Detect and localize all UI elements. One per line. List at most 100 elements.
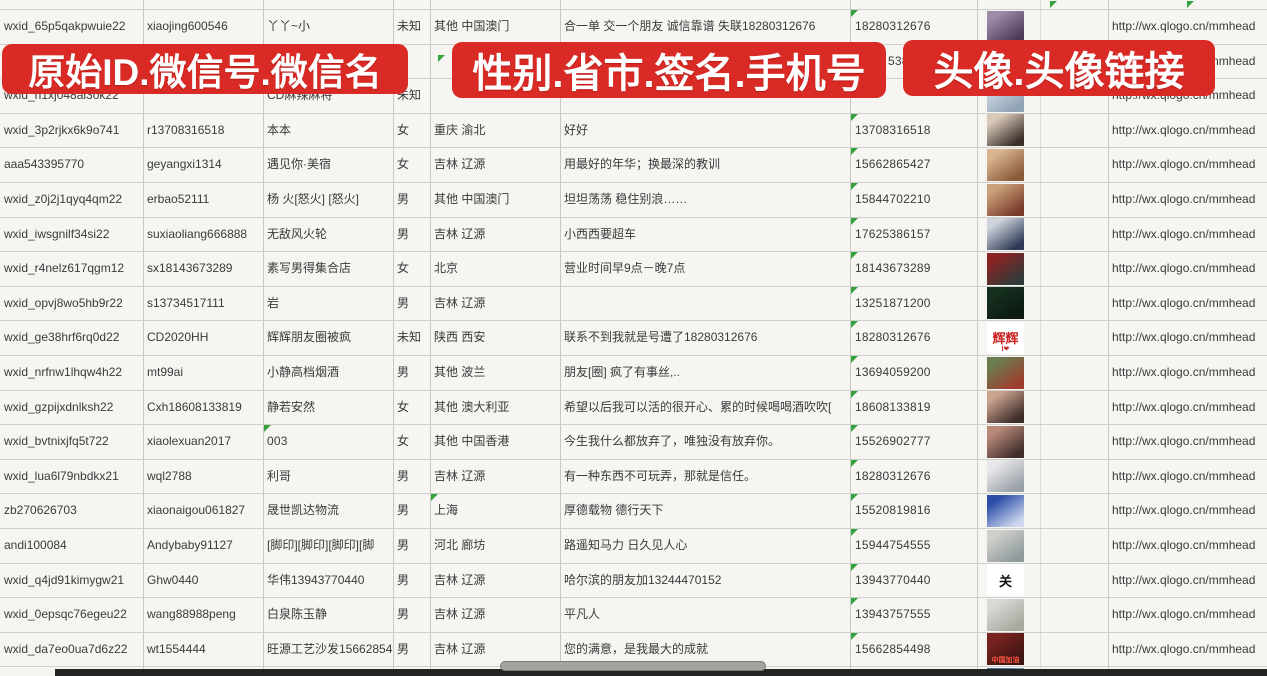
cell-gender[interactable]: 男 xyxy=(397,572,410,587)
cell-gender[interactable]: 男 xyxy=(397,192,410,206)
cell-signature[interactable]: 用最好的年华；换最深的教训 xyxy=(564,157,721,172)
cell-gender[interactable]: 女 xyxy=(397,261,410,276)
avatar-image[interactable] xyxy=(987,529,1024,562)
cell-avatar-link[interactable]: http://wx.qlogo.cn/mmhead xyxy=(1112,122,1256,137)
avatar-image[interactable] xyxy=(987,356,1024,389)
cell-original-id[interactable]: wxid_opvj8wo5hb9r22 xyxy=(4,295,123,310)
cell-gender[interactable]: 女 xyxy=(397,122,410,137)
cell-region[interactable]: 其他 波兰 xyxy=(434,365,486,379)
cell-region[interactable]: 北京 xyxy=(434,261,459,276)
cell-wechat-name[interactable]: 杨 火[怒火] [怒火] xyxy=(267,192,360,206)
cell-signature[interactable]: 朋友[圈] 疯了有事丝,.. xyxy=(564,365,681,379)
cell-avatar-link[interactable]: http://wx.qlogo.cn/mmhead xyxy=(1112,261,1256,276)
cell-avatar-link[interactable]: http://wx.qlogo.cn/mmhead xyxy=(1112,365,1256,379)
cell-region[interactable]: 其他 中国澳门 xyxy=(434,192,510,206)
cell-original-id[interactable]: wxid_ge38hrf6rq0d22 xyxy=(4,330,120,345)
cell-region[interactable]: 吉林 辽源 xyxy=(434,468,486,483)
cell-phone[interactable]: 18280312676 xyxy=(855,468,931,483)
cell-avatar-link[interactable]: http://wx.qlogo.cn/mmhead xyxy=(1112,295,1256,310)
cell-wechat-id[interactable]: erbao52111 xyxy=(147,192,210,206)
cell-original-id[interactable]: wxid_65p5qakpwuie22 xyxy=(4,19,126,33)
cell-wechat-id[interactable]: xiaolexuan2017 xyxy=(147,434,232,449)
cell-region[interactable]: 吉林 辽源 xyxy=(434,641,486,656)
cell-wechat-id[interactable]: wql2788 xyxy=(147,468,192,483)
cell-phone[interactable]: 13708316518 xyxy=(855,122,931,137)
cell-phone[interactable]: 15520819816 xyxy=(855,503,931,518)
cell-original-id[interactable]: wxid_3p2rjkx6k9o741 xyxy=(4,122,120,137)
cell-original-id[interactable]: wxid_gzpijxdnlksh22 xyxy=(4,399,114,414)
cell-signature[interactable]: 营业时间早9点－晚7点 xyxy=(564,261,686,276)
avatar-image[interactable] xyxy=(987,252,1024,285)
avatar-image[interactable]: 关 xyxy=(987,564,1024,597)
cell-gender[interactable]: 男 xyxy=(397,226,410,241)
cell-wechat-id[interactable]: geyangxi1314 xyxy=(147,157,222,172)
cell-avatar-link[interactable]: http://wx.qlogo.cn/mmhead xyxy=(1112,538,1256,552)
cell-phone[interactable]: 15526902777 xyxy=(855,434,931,449)
cell-phone[interactable]: 13694059200 xyxy=(855,365,931,379)
cell-region[interactable]: 其他 中国澳门 xyxy=(434,19,510,33)
cell-wechat-name[interactable]: 白泉陈玉静 xyxy=(267,607,328,622)
cell-signature[interactable]: 厚德载物 德行天下 xyxy=(564,503,664,518)
cell-original-id[interactable]: wxid_da7eo0ua7d6z22 xyxy=(4,641,128,656)
cell-original-id[interactable]: wxid_iwsgnilf34si22 xyxy=(4,226,110,241)
cell-wechat-id[interactable]: suxiaoliang666888 xyxy=(147,226,248,241)
cell-wechat-id[interactable]: s13734517111 xyxy=(147,295,225,310)
cell-avatar-link[interactable]: http://wx.qlogo.cn/mmhead xyxy=(1112,399,1256,414)
cell-phone[interactable]: 13943770440 xyxy=(855,572,931,587)
cell-phone[interactable]: 18280312676 xyxy=(855,330,931,345)
avatar-image[interactable] xyxy=(987,218,1024,251)
cell-phone[interactable]: 15944754555 xyxy=(855,538,931,552)
cell-original-id[interactable]: wxid_0epsqc76egeu22 xyxy=(4,607,127,622)
cell-wechat-id[interactable]: r13708316518 xyxy=(147,122,225,137)
cell-region[interactable]: 吉林 辽源 xyxy=(434,226,486,241)
cell-signature[interactable]: 坦坦荡荡 稳住别浪…… xyxy=(564,192,688,206)
cell-wechat-name[interactable]: [脚印][脚印][脚印][脚 xyxy=(267,538,375,552)
cell-gender[interactable]: 未知 xyxy=(397,330,422,345)
cell-gender[interactable]: 未知 xyxy=(397,19,422,33)
cell-wechat-id[interactable]: xiaojing600546 xyxy=(147,19,228,33)
horizontal-scrollbar-track[interactable] xyxy=(55,669,1267,676)
cell-wechat-name[interactable]: 辉辉朋友圈被疯 xyxy=(267,330,352,345)
cell-original-id[interactable]: wxid_z0j2j1qyq4qm22 xyxy=(4,192,123,206)
cell-region[interactable]: 吉林 辽源 xyxy=(434,607,486,622)
cell-signature[interactable]: 今生我什么都放弃了，唯独没有放弃你。 xyxy=(564,434,781,449)
cell-phone[interactable]: 18143673289 xyxy=(855,261,931,276)
cell-wechat-name[interactable]: 岩 xyxy=(267,295,280,310)
cell-avatar-link[interactable]: http://wx.qlogo.cn/mmhead xyxy=(1112,192,1256,206)
cell-region[interactable]: 吉林 辽源 xyxy=(434,157,486,172)
cell-gender[interactable]: 男 xyxy=(397,365,410,379)
cell-avatar-link[interactable]: http://wx.qlogo.cn/mmhead xyxy=(1112,641,1256,656)
cell-gender[interactable]: 男 xyxy=(397,503,410,518)
cell-phone[interactable]: 18608133819 xyxy=(855,399,931,414)
cell-signature[interactable]: 希望以后我可以活的很开心、累的时候喝喝酒吹吹[ xyxy=(564,399,832,414)
avatar-image[interactable]: 辉辉 I❤ xyxy=(987,321,1024,354)
cell-region[interactable]: 陕西 西安 xyxy=(434,330,486,345)
cell-signature[interactable]: 您的满意，是我最大的成就 xyxy=(564,641,709,656)
cell-phone[interactable]: 17625386157 xyxy=(855,226,931,241)
cell-wechat-id[interactable]: CD2020HH xyxy=(147,330,209,345)
cell-phone[interactable]: 15844702210 xyxy=(855,192,931,206)
cell-signature[interactable]: 哈尔滨的朋友加13244470152 xyxy=(564,572,722,587)
cell-gender[interactable]: 女 xyxy=(397,434,410,449)
cell-gender[interactable]: 男 xyxy=(397,538,410,552)
avatar-image[interactable] xyxy=(987,460,1024,493)
avatar-image[interactable] xyxy=(987,287,1024,320)
cell-wechat-name[interactable]: 小静高档烟酒 xyxy=(267,365,340,379)
cell-wechat-id[interactable]: xiaonaigou061827 xyxy=(147,503,246,518)
cell-region[interactable]: 其他 中国香港 xyxy=(434,434,510,449)
cell-signature[interactable]: 有一种东西不可玩弄，那就是信任。 xyxy=(564,468,757,483)
avatar-image[interactable] xyxy=(987,391,1024,424)
cell-gender[interactable]: 男 xyxy=(397,468,410,483)
cell-region[interactable]: 重庆 渝北 xyxy=(434,122,486,137)
cell-signature[interactable]: 平凡人 xyxy=(564,607,601,622)
cell-region[interactable]: 吉林 辽源 xyxy=(434,572,486,587)
cell-wechat-name[interactable]: 遇见你·美宿 xyxy=(267,157,331,172)
cell-region[interactable]: 上海 xyxy=(434,503,459,518)
cell-signature[interactable]: 联系不到我就是号遭了18280312676 xyxy=(564,330,758,345)
cell-wechat-id[interactable]: Andybaby91127 xyxy=(147,538,233,552)
cell-gender[interactable]: 男 xyxy=(397,607,410,622)
cell-gender[interactable]: 女 xyxy=(397,157,410,172)
avatar-image[interactable] xyxy=(987,425,1024,458)
avatar-image[interactable] xyxy=(987,494,1024,527)
cell-phone[interactable]: 18280312676 xyxy=(855,19,931,33)
